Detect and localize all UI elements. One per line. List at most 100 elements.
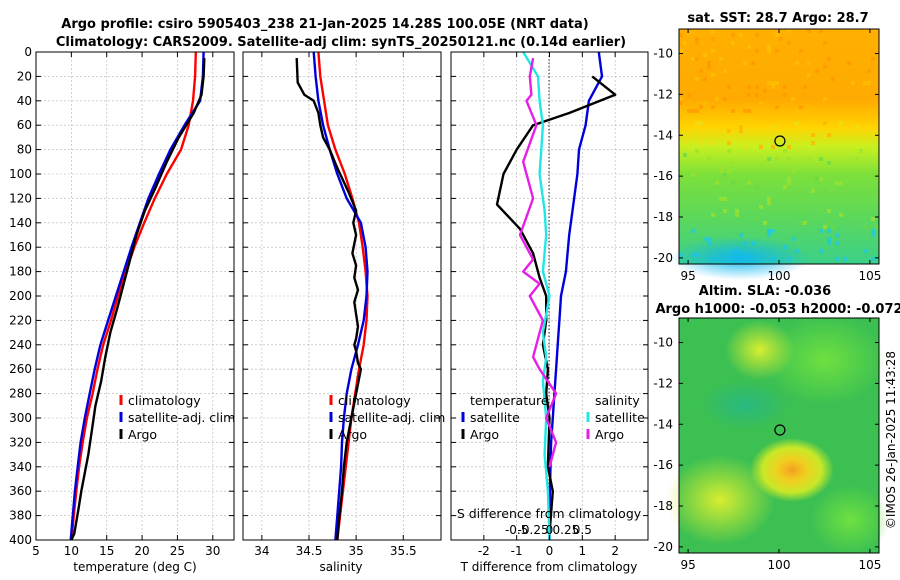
sst-pixel xyxy=(771,85,775,89)
temperature-xlabel: temperature (deg C) xyxy=(73,560,196,574)
sst-pixel xyxy=(751,61,755,65)
sst-pixel xyxy=(867,117,871,121)
sst-pixel xyxy=(767,233,771,237)
sst-pixel xyxy=(803,85,807,89)
sst-pixel xyxy=(691,109,695,113)
sst-pixel xyxy=(831,225,835,229)
sst-pixel xyxy=(707,65,711,69)
sst-pixel xyxy=(711,213,715,217)
sst-pixel xyxy=(827,161,831,165)
sst-pixel xyxy=(707,157,711,161)
sst-cool-patch xyxy=(670,236,810,280)
sst-pixel xyxy=(731,161,735,165)
difference-top-ticks: -0.5-0.250 0.250.5 xyxy=(505,523,592,537)
sst-pixel xyxy=(819,229,823,233)
sst-pixel xyxy=(695,41,699,45)
difference-legend: temperature salinity satellite Argo sate… xyxy=(461,393,645,442)
salinity-ticks: 34 34.5 35 35.5 xyxy=(243,51,441,558)
sst-pixel xyxy=(767,49,771,53)
sst-pixel xyxy=(723,197,727,201)
sla-map-panel: Altim. SLA: -0.036 Argo h1000: -0.053 h2… xyxy=(653,284,900,572)
sst-pixel xyxy=(731,33,735,37)
sst-pixel xyxy=(755,185,759,189)
sst-pixel xyxy=(767,229,771,233)
sst-pixel xyxy=(839,213,843,217)
temperature-legend: climatology satellite-adj. clim Argo xyxy=(119,393,235,442)
legend-label-argo: Argo xyxy=(128,427,157,442)
difference-panel: -2 -1 0 1 2 T difference from climatology S … xyxy=(450,51,649,574)
sst-pixel xyxy=(795,61,799,65)
sst-pixel xyxy=(747,93,751,97)
sst-pixel xyxy=(743,61,747,65)
sst-pixel xyxy=(739,125,743,129)
sst-pixel xyxy=(787,177,791,181)
sst-pixel xyxy=(695,121,699,125)
sst-pixel xyxy=(699,121,703,125)
sst-pixel xyxy=(763,89,767,93)
sst-pixel xyxy=(695,109,699,113)
figure-title-line1: Argo profile: csiro 5905403_238 21-Jan-2… xyxy=(61,17,588,32)
sst-pixel xyxy=(799,221,803,225)
sst-pixel xyxy=(763,113,767,117)
sst-pixel xyxy=(739,233,743,237)
sst-pixel xyxy=(815,69,819,73)
y-tick-label: 240 xyxy=(9,338,32,352)
series-line-salinity-argo xyxy=(518,57,558,468)
x-tick-label: 30 xyxy=(205,544,220,558)
y-tick-label: -20 xyxy=(653,540,673,554)
sst-pixel xyxy=(815,177,819,181)
sst-pixel xyxy=(735,213,739,217)
legend-label-temp-argo: Argo xyxy=(470,427,499,442)
difference-ticks: -2 -1 0 1 2 xyxy=(451,51,648,558)
sst-pixel xyxy=(755,217,759,221)
sst-pixel xyxy=(871,217,875,221)
sla-patch-yellow-north xyxy=(725,320,795,380)
y-tick-label: 120 xyxy=(9,191,32,205)
sst-pixel xyxy=(723,69,727,73)
x-tick-label: -2 xyxy=(478,544,490,558)
sst-pixel xyxy=(759,145,763,149)
sst-pixel xyxy=(695,149,699,153)
sst-pixel xyxy=(835,181,839,185)
sst-pixel xyxy=(827,221,831,225)
x-tick-label: 95 xyxy=(680,558,695,572)
legend-label-sal-satellite: satellite xyxy=(595,410,645,425)
sst-pixel xyxy=(783,149,787,153)
x-tick-label: 105 xyxy=(858,558,881,572)
legend-label-satellite: satellite-adj. clim xyxy=(338,410,445,425)
sst-pixel xyxy=(683,153,687,157)
y-tick-label: 320 xyxy=(9,435,32,449)
x-tick-label: 0 xyxy=(546,544,554,558)
y-tick-label: -10 xyxy=(653,47,673,61)
sst-pixel xyxy=(767,201,771,205)
sst-pixel xyxy=(823,65,827,69)
x-tick-label: 34.5 xyxy=(296,544,323,558)
y-tick-label: 380 xyxy=(9,509,32,523)
sst-pixel xyxy=(743,129,747,133)
y-tick-label: 40 xyxy=(17,94,32,108)
temperature-ticks: 0 20 40 60 80 100 120 140 160 180 200 220 240 260 280 3… xyxy=(9,45,234,558)
y-tick-label: 400 xyxy=(9,533,32,547)
sst-pixel xyxy=(807,73,811,77)
sst-pixel xyxy=(699,137,703,141)
series-line-temperature-argo xyxy=(495,75,617,534)
x-tick-label: 25 xyxy=(170,544,185,558)
top-tick-label: 0.5 xyxy=(573,523,592,537)
sst-pixel xyxy=(679,97,683,101)
sst-pixel xyxy=(823,41,827,45)
temperature-series xyxy=(69,51,206,541)
legend-label-satellite: satellite-adj. clim xyxy=(128,410,235,425)
sst-pixel xyxy=(819,189,823,193)
sst-pixel xyxy=(743,109,747,113)
sst-pixel xyxy=(791,97,795,101)
sst-pixel xyxy=(691,57,695,61)
sst-pixel xyxy=(791,169,795,173)
sst-pixel xyxy=(839,121,843,125)
difference-xlabel: T difference from climatology xyxy=(460,560,638,574)
sst-pixel xyxy=(775,157,779,161)
sst-pixel xyxy=(763,221,767,225)
sst-pixel xyxy=(755,49,759,53)
x-tick-label: 95 xyxy=(680,269,695,283)
sst-pixel xyxy=(687,93,691,97)
